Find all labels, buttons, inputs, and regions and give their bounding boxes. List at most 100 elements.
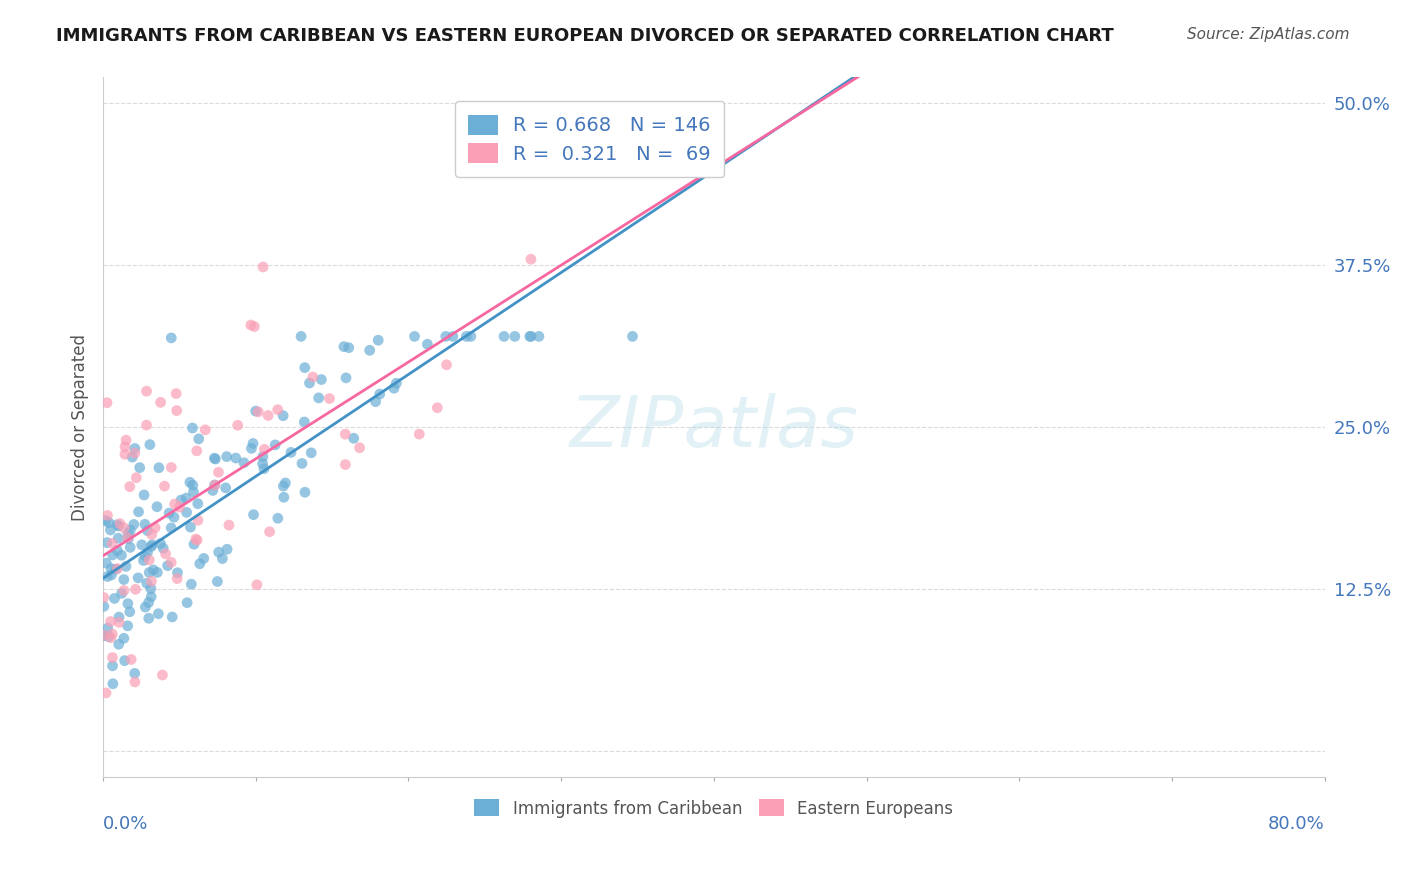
Point bbox=[311, 373, 333, 387]
Point bbox=[124, 666, 146, 681]
Point bbox=[135, 418, 157, 433]
Point bbox=[176, 596, 198, 610]
Point bbox=[204, 452, 226, 467]
Point bbox=[247, 405, 270, 419]
Text: ZIPatlas: ZIPatlas bbox=[569, 392, 859, 461]
Point bbox=[117, 532, 139, 546]
Point bbox=[204, 478, 226, 492]
Point bbox=[105, 517, 128, 532]
Point bbox=[441, 329, 464, 343]
Point bbox=[124, 675, 146, 690]
Point bbox=[267, 402, 290, 417]
Point bbox=[138, 595, 160, 609]
Point bbox=[101, 548, 124, 562]
Point bbox=[527, 329, 550, 343]
Point bbox=[364, 394, 387, 409]
Point bbox=[349, 441, 371, 455]
Point bbox=[141, 590, 163, 604]
Point bbox=[112, 521, 135, 535]
Point bbox=[163, 510, 186, 524]
Point bbox=[160, 521, 183, 535]
Point bbox=[96, 569, 118, 583]
Point bbox=[194, 423, 217, 437]
Point bbox=[291, 457, 314, 471]
Point bbox=[335, 371, 357, 385]
Point bbox=[97, 516, 120, 530]
Point bbox=[101, 536, 124, 550]
Point bbox=[169, 500, 191, 515]
Point bbox=[136, 545, 159, 559]
Point bbox=[253, 461, 276, 475]
Point bbox=[93, 628, 115, 642]
Point bbox=[337, 341, 360, 355]
Text: 80.0%: 80.0% bbox=[1268, 815, 1324, 833]
Point bbox=[245, 404, 267, 418]
Point bbox=[138, 566, 160, 580]
Point bbox=[186, 533, 208, 548]
Point bbox=[368, 387, 391, 401]
Point bbox=[273, 479, 295, 493]
Point bbox=[97, 621, 120, 635]
Point bbox=[107, 637, 129, 651]
Point bbox=[188, 557, 211, 571]
Point bbox=[122, 517, 145, 532]
Point bbox=[101, 650, 124, 665]
Point bbox=[274, 475, 297, 490]
Point bbox=[112, 573, 135, 587]
Point bbox=[243, 319, 266, 334]
Point bbox=[121, 450, 143, 464]
Point bbox=[108, 615, 131, 630]
Point bbox=[426, 401, 449, 415]
Point bbox=[160, 460, 183, 475]
Point bbox=[252, 457, 274, 471]
Point bbox=[202, 451, 225, 466]
Point bbox=[135, 576, 157, 591]
Point bbox=[100, 631, 122, 645]
Point bbox=[149, 395, 172, 409]
Point bbox=[104, 562, 127, 576]
Point bbox=[215, 481, 238, 495]
Point bbox=[204, 478, 226, 492]
Point bbox=[132, 488, 155, 502]
Point bbox=[181, 478, 204, 492]
Point bbox=[211, 551, 233, 566]
Point bbox=[100, 561, 122, 575]
Point bbox=[134, 517, 156, 532]
Point bbox=[134, 549, 156, 563]
Point bbox=[153, 479, 176, 493]
Point bbox=[152, 541, 174, 556]
Point bbox=[101, 627, 124, 641]
Point bbox=[125, 471, 148, 485]
Point bbox=[208, 545, 231, 559]
Text: IMMIGRANTS FROM CARIBBEAN VS EASTERN EUROPEAN DIVORCED OR SEPARATED CORRELATION : IMMIGRANTS FROM CARIBBEAN VS EASTERN EUR… bbox=[56, 27, 1114, 45]
Point bbox=[107, 531, 129, 545]
Point bbox=[108, 610, 131, 624]
Point bbox=[187, 513, 209, 527]
Point bbox=[111, 586, 134, 600]
Point bbox=[127, 571, 149, 585]
Point bbox=[93, 629, 115, 643]
Point bbox=[252, 260, 274, 274]
Point bbox=[118, 480, 141, 494]
Point bbox=[492, 329, 515, 343]
Point bbox=[280, 445, 302, 459]
Point bbox=[290, 329, 312, 343]
Point bbox=[93, 599, 115, 614]
Point bbox=[97, 630, 120, 644]
Point bbox=[101, 658, 124, 673]
Point bbox=[434, 329, 457, 343]
Point bbox=[124, 582, 146, 597]
Point bbox=[128, 460, 150, 475]
Point bbox=[155, 547, 177, 561]
Point bbox=[115, 434, 138, 448]
Point bbox=[460, 329, 482, 343]
Point bbox=[160, 555, 183, 569]
Point bbox=[385, 376, 408, 391]
Point bbox=[96, 535, 118, 549]
Point bbox=[148, 460, 170, 475]
Point bbox=[174, 491, 197, 505]
Point bbox=[117, 531, 139, 545]
Point bbox=[143, 521, 166, 535]
Point bbox=[183, 537, 205, 551]
Text: Source: ZipAtlas.com: Source: ZipAtlas.com bbox=[1187, 27, 1350, 42]
